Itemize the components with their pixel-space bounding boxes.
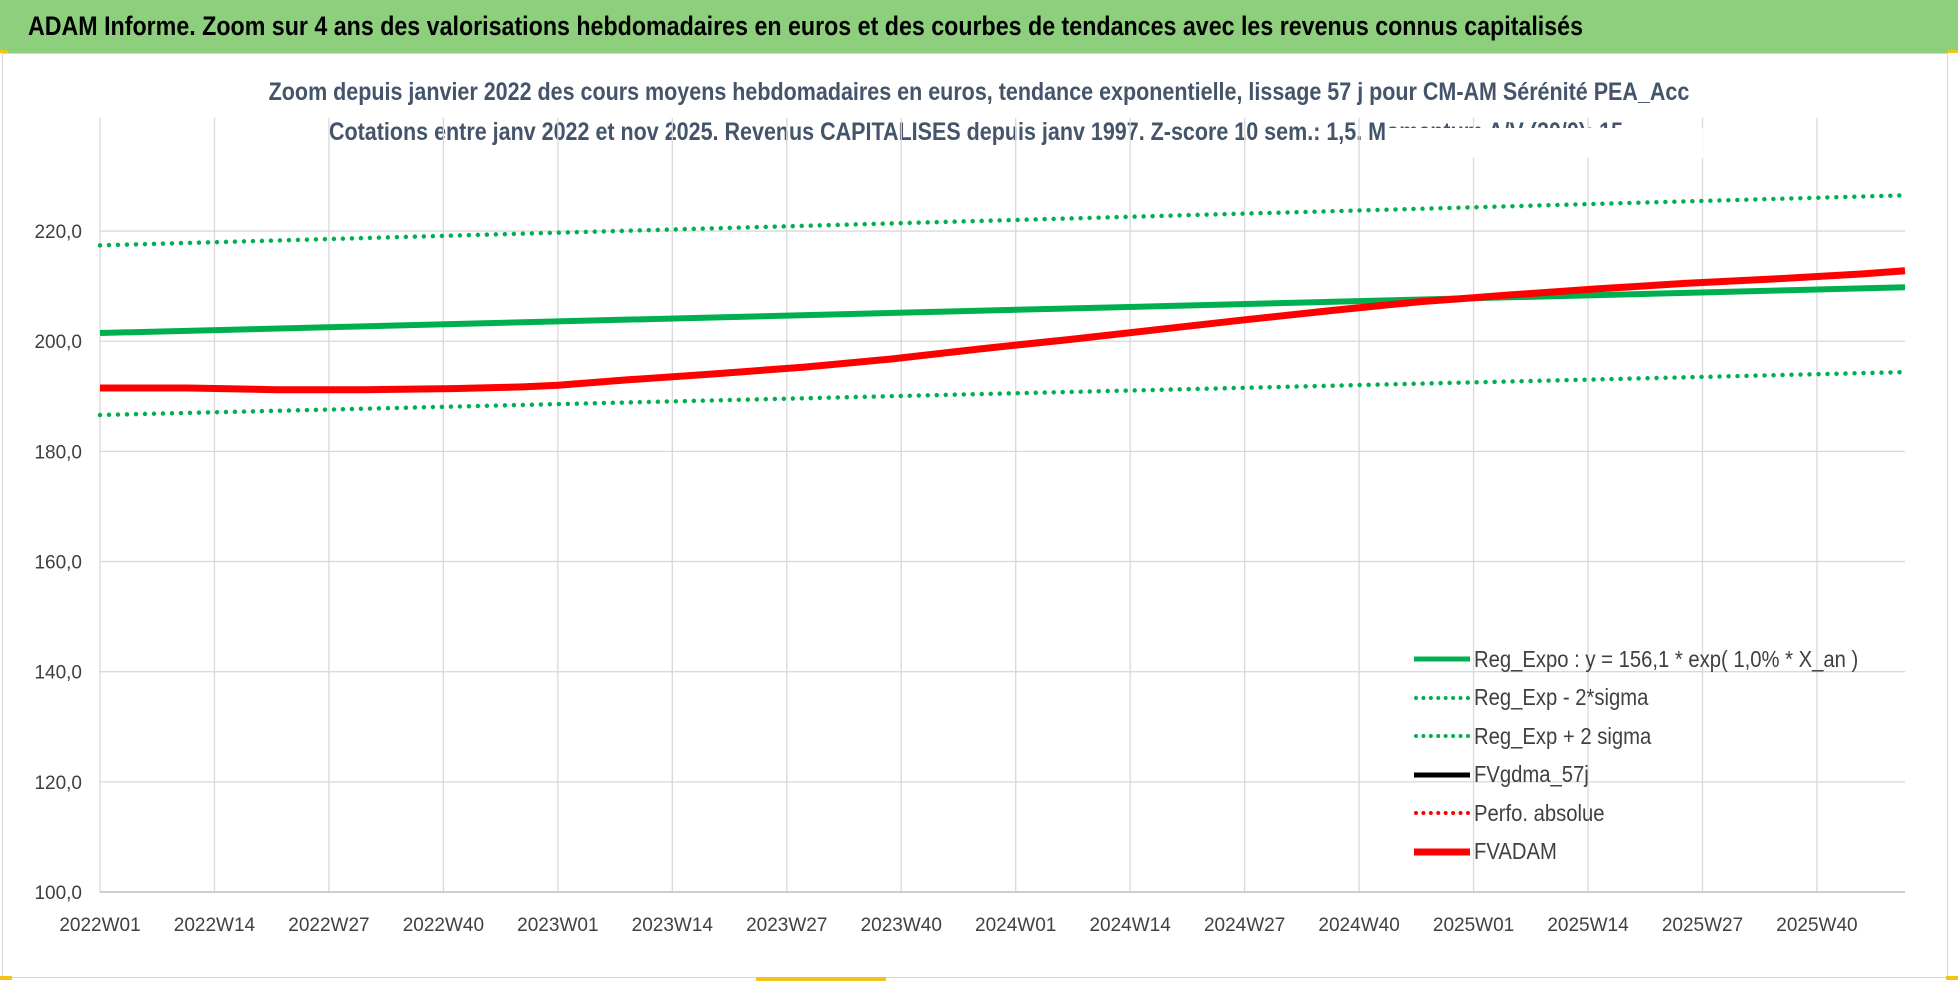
x-tick-label: 2024W27 [1204, 915, 1285, 936]
chart-corner-mark-bottom-center [756, 977, 886, 981]
x-tick-label: 2025W27 [1662, 915, 1743, 936]
chart-corner-mark-bottom-right [1946, 976, 1958, 980]
fvadam-line [100, 267, 1906, 394]
legend-swatch [1410, 807, 1470, 819]
y-tick-label: 100,0 [34, 883, 82, 904]
legend-label: Reg_Exp + 2 sigma [1474, 722, 1652, 749]
legend-label: Reg_Exp - 2*sigma [1474, 684, 1649, 711]
legend-swatch [1410, 730, 1470, 742]
trend-upper-band [97, 193, 1908, 248]
x-tick-label: 2025W01 [1433, 915, 1514, 936]
y-tick-label: 140,0 [34, 663, 82, 684]
x-tick-label: 2023W01 [517, 915, 598, 936]
x-tick-label: 2025W14 [1547, 915, 1629, 936]
x-tick-label: 2022W40 [403, 915, 484, 936]
chart-area [2, 53, 1948, 978]
legend-swatch [1410, 692, 1470, 704]
y-tick-label: 160,0 [34, 553, 82, 574]
y-tick-label: 220,0 [34, 222, 82, 243]
legend-item-fvgdma: FVgdma_57j [1410, 756, 1930, 795]
trend-lower-band [97, 369, 1908, 418]
chart-title-line1: Zoom depuis janvier 2022 des cours moyen… [268, 78, 1690, 106]
x-tick-label: 2022W14 [174, 915, 256, 936]
banner-title: ADAM Informe. Zoom sur 4 ans des valoris… [28, 11, 1583, 41]
legend-item-reg-exp-minus: Reg_Exp - 2*sigma [1410, 679, 1930, 718]
legend-item-perfo-absolue: Perfo. absolue [1410, 794, 1930, 833]
legend-swatch [1410, 846, 1470, 858]
legend-label: FVADAM [1474, 838, 1557, 865]
x-tick-label: 2024W40 [1318, 915, 1399, 936]
banner-corner-mark-right [1948, 50, 1958, 53]
banner-corner-mark-left [0, 50, 8, 53]
trend-line [99, 284, 1906, 336]
y-tick-label: 180,0 [34, 442, 82, 463]
x-tick-label: 2024W14 [1089, 915, 1171, 936]
x-tick-label: 2022W01 [59, 915, 140, 936]
legend-item-reg-exp-plus: Reg_Exp + 2 sigma [1410, 717, 1930, 756]
legend-swatch [1410, 769, 1470, 781]
x-tick-label: 2023W27 [746, 915, 827, 936]
chart-corner-mark-bottom-left [0, 976, 12, 980]
x-tick-label: 2023W40 [861, 915, 942, 936]
legend-label: Reg_Expo : y = 156,1 * exp( 1,0% * X_an … [1474, 645, 1859, 672]
x-tick-label: 2025W40 [1776, 915, 1857, 936]
legend-item-reg-expo: Reg_Expo : y = 156,1 * exp( 1,0% * X_an … [1410, 640, 1930, 679]
x-tick-label: 2022W27 [288, 915, 369, 936]
x-tick-label: 2024W01 [975, 915, 1056, 936]
y-tick-label: 120,0 [34, 773, 82, 794]
legend-label: FVgdma_57j [1474, 761, 1589, 788]
chart-legend: Reg_Expo : y = 156,1 * exp( 1,0% * X_an … [1410, 640, 1930, 871]
legend-item-fvadam: FVADAM [1410, 833, 1930, 872]
y-tick-label: 200,0 [34, 332, 82, 353]
title-mask [1385, 128, 1703, 158]
report-banner: ADAM Informe. Zoom sur 4 ans des valoris… [0, 0, 1958, 53]
x-tick-label: 2023W14 [632, 915, 714, 936]
legend-label: Perfo. absolue [1474, 799, 1605, 826]
legend-swatch [1410, 653, 1470, 665]
